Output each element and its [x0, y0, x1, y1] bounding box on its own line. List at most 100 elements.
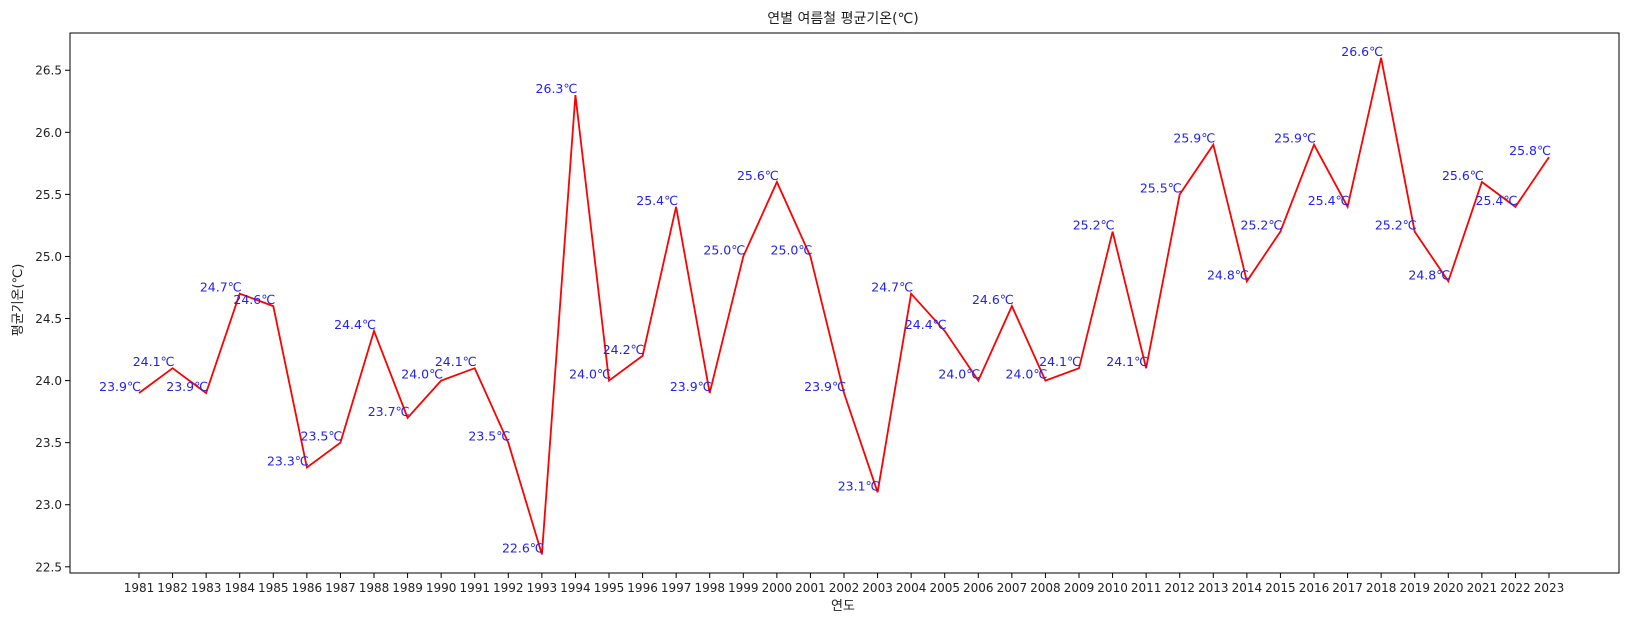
data-label: 24.6℃ [972, 292, 1014, 307]
data-label: 25.9℃ [1274, 131, 1316, 146]
x-tick-label: 2015 [1265, 581, 1296, 595]
data-label: 25.0℃ [703, 242, 745, 257]
data-label: 23.7℃ [368, 404, 410, 419]
data-label: 24.6℃ [233, 292, 275, 307]
x-tick-label: 2005 [929, 581, 960, 595]
y-axis-title: 평균기온(℃) [11, 264, 26, 337]
x-tick-label: 2011 [1131, 581, 1162, 595]
data-label: 25.6℃ [1442, 168, 1484, 183]
x-tick-label: 1990 [426, 581, 457, 595]
x-tick-label: 2004 [896, 581, 927, 595]
x-tick-label: 2012 [1164, 581, 1195, 595]
x-tick-label: 1988 [359, 581, 390, 595]
data-label: 23.9℃ [804, 379, 846, 394]
data-label: 25.5℃ [1140, 180, 1182, 195]
data-label: 25.6℃ [737, 168, 779, 183]
x-tick-label: 2021 [1467, 581, 1498, 595]
y-axis: 22.5 23.0 23.5 24.0 24.5 25.0 25.5 26.0 26.5 [35, 64, 70, 574]
x-tick-label: 2013 [1198, 581, 1229, 595]
data-label: 23.5℃ [301, 429, 343, 444]
data-label: 24.7℃ [871, 280, 913, 295]
x-tick-label: 1998 [694, 581, 725, 595]
x-tick-label: 2020 [1433, 581, 1464, 595]
data-label: 24.1℃ [1106, 354, 1148, 369]
x-tick-label: 2007 [997, 581, 1028, 595]
x-tick-label: 1983 [191, 581, 222, 595]
data-label: 24.2℃ [603, 342, 645, 357]
data-label: 24.0℃ [401, 367, 443, 382]
data-label: 25.2℃ [1375, 218, 1417, 233]
data-label: 23.9℃ [166, 379, 208, 394]
x-tick-label: 2010 [1097, 581, 1128, 595]
data-label: 25.4℃ [1476, 193, 1518, 208]
x-tick-label: 1999 [728, 581, 759, 595]
data-label: 23.9℃ [670, 379, 712, 394]
x-tick-label: 2016 [1299, 581, 1330, 595]
x-tick-label: 2008 [1030, 581, 1061, 595]
data-label: 23.5℃ [468, 429, 510, 444]
series-line-group [138, 57, 1550, 555]
x-tick-label: 1984 [224, 581, 255, 595]
x-tick-label: 2006 [963, 581, 994, 595]
y-tick-label: 25.0 [35, 250, 62, 264]
data-label: 23.1℃ [838, 478, 880, 493]
x-tick-label: 2009 [1064, 581, 1095, 595]
data-label: 23.9℃ [99, 379, 141, 394]
x-tick-label: 2014 [1232, 581, 1263, 595]
y-tick-label: 23.0 [35, 498, 62, 512]
x-tick-label: 1994 [560, 581, 591, 595]
x-tick-label: 2022 [1500, 581, 1531, 595]
x-tick-label: 1996 [627, 581, 658, 595]
x-tick-label: 1993 [527, 581, 558, 595]
data-label: 23.3℃ [267, 453, 309, 468]
x-tick-label: 1981 [124, 581, 155, 595]
data-label: 22.6℃ [502, 540, 544, 555]
x-axis-title: 연도 [831, 599, 855, 614]
x-tick-label: 1985 [258, 581, 289, 595]
y-tick-label: 24.5 [35, 312, 62, 326]
x-axis: 1981 1982 1983 1984 1985 1986 1987 1988 1989 1990… [124, 573, 1565, 595]
data-label: 26.3℃ [536, 81, 578, 96]
data-label: 24.0℃ [1006, 367, 1048, 382]
data-label: 25.8℃ [1509, 143, 1551, 158]
data-label: 25.4℃ [636, 193, 678, 208]
x-tick-label: 2000 [762, 581, 793, 595]
data-label: 25.0℃ [771, 242, 813, 257]
x-tick-label: 1991 [459, 581, 490, 595]
x-tick-label: 2017 [1332, 581, 1363, 595]
chart-title: 연별 여름철 평균기온(℃) [767, 11, 918, 27]
x-tick-label: 2003 [862, 581, 893, 595]
data-label: 24.8℃ [1207, 267, 1249, 282]
data-label: 24.4℃ [905, 317, 947, 332]
data-label: 24.1℃ [133, 354, 175, 369]
plot-frame [69, 32, 1620, 574]
data-label: 24.1℃ [1039, 354, 1081, 369]
data-label: 24.8℃ [1408, 267, 1450, 282]
x-tick-label: 1986 [292, 581, 323, 595]
data-label: 25.4℃ [1308, 193, 1350, 208]
data-label: 25.2℃ [1073, 218, 1115, 233]
x-tick-label: 2001 [795, 581, 826, 595]
y-tick-label: 22.5 [35, 560, 62, 574]
x-tick-label: 1995 [594, 581, 625, 595]
data-label: 25.2℃ [1241, 218, 1283, 233]
y-tick-label: 26.5 [35, 64, 62, 78]
x-tick-label: 1992 [493, 581, 524, 595]
x-tick-label: 1982 [157, 581, 188, 595]
x-tick-label: 2023 [1534, 581, 1565, 595]
data-label: 25.9℃ [1173, 131, 1215, 146]
x-tick-label: 2002 [829, 581, 860, 595]
x-tick-label: 2018 [1366, 581, 1397, 595]
y-tick-label: 26.0 [35, 126, 62, 140]
data-label: 24.1℃ [435, 354, 477, 369]
data-label: 24.4℃ [334, 317, 376, 332]
data-label: 26.6℃ [1341, 44, 1383, 59]
x-tick-label: 1997 [661, 581, 692, 595]
data-label: 24.7℃ [200, 280, 242, 295]
x-tick-label: 2019 [1399, 581, 1430, 595]
data-label: 24.0℃ [938, 367, 980, 382]
x-tick-label: 1987 [325, 581, 356, 595]
y-tick-label: 23.5 [35, 436, 62, 450]
